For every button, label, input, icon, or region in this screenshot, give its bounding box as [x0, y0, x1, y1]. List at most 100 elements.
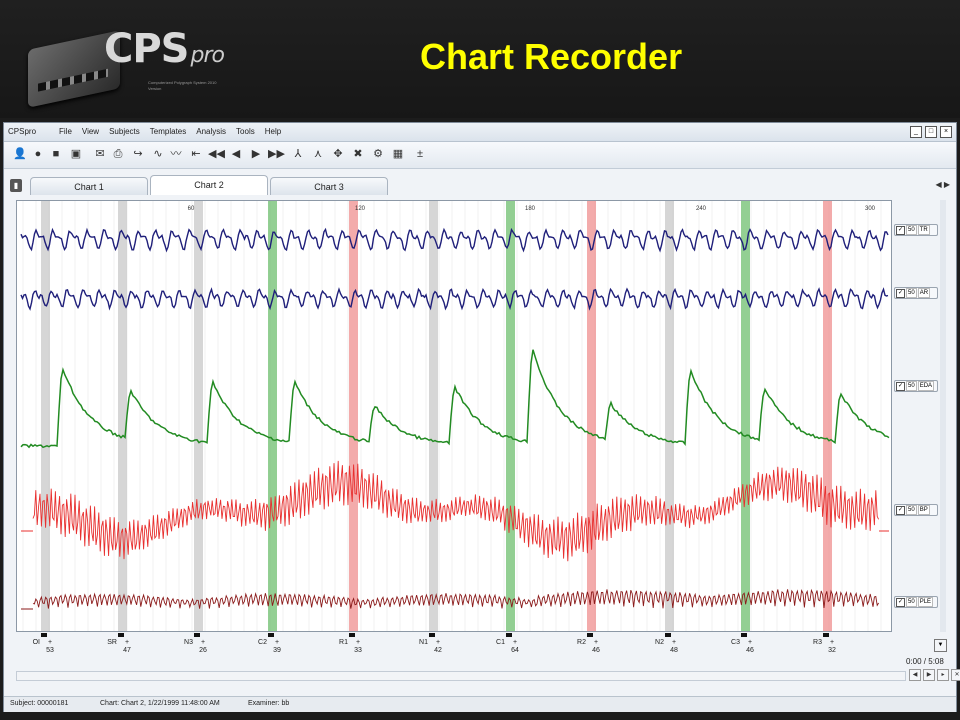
- user-icon[interactable]: ●: [34, 148, 42, 160]
- stop-button[interactable]: ✕: [951, 669, 960, 681]
- tab-scroll-arrows-icon[interactable]: ◀ ▶: [935, 180, 950, 189]
- question-score: 47: [123, 647, 131, 653]
- slide-header: CPSpro Computerized Polygraph System 201…: [0, 0, 960, 118]
- print-icon[interactable]: ⎙: [113, 148, 123, 160]
- step-forward-button[interactable]: ▸: [937, 669, 949, 681]
- settings-icon[interactable]: ⚙: [373, 148, 383, 160]
- cpspro-logo: CPSpro Computerized Polygraph System 201…: [28, 10, 225, 110]
- menu-tools[interactable]: Tools: [236, 127, 255, 136]
- question-band-c2: [268, 201, 277, 631]
- move-icon[interactable]: ✥: [333, 148, 343, 160]
- application-window: CPSpro File View Subjects Templates Anal…: [3, 122, 960, 712]
- menu-analysis[interactable]: Analysis: [196, 127, 227, 136]
- question-label: R1: [339, 639, 348, 646]
- channel-checkbox[interactable]: ✓: [896, 505, 905, 515]
- question-marker: [349, 633, 355, 637]
- book-icon[interactable]: ▮: [10, 179, 22, 192]
- fast-forward-icon[interactable]: ▶▶: [268, 148, 285, 160]
- channel-control-eda[interactable]: ✓ 50 EDA: [894, 380, 938, 392]
- question-marker: [587, 633, 593, 637]
- title-bar: CPSpro File View Subjects Templates Anal…: [4, 123, 956, 142]
- question-label: R3: [813, 639, 822, 646]
- tr-trace: [20, 227, 889, 253]
- time-tick-label: 180: [525, 206, 536, 212]
- question-label: N1: [419, 639, 428, 646]
- playback-controls: ◀ ▶ ▸ ✕: [909, 669, 960, 681]
- close-button[interactable]: ×: [940, 126, 952, 138]
- channel-gain[interactable]: 50: [906, 381, 917, 391]
- slide-title: Chart Recorder: [420, 36, 683, 77]
- channel-checkbox[interactable]: ✓: [896, 597, 905, 607]
- question-marker: [665, 633, 671, 637]
- tab-chart-2[interactable]: Chart 2: [150, 175, 268, 195]
- go-start-icon[interactable]: ⇤: [191, 148, 201, 160]
- question-score: 32: [828, 647, 836, 653]
- question-score: 48: [670, 647, 678, 653]
- question-score: 26: [199, 647, 207, 653]
- question-band-n2: [665, 201, 674, 631]
- sign-icon[interactable]: ±: [416, 148, 424, 160]
- status-bar: Subject: 00000181 Chart: Chart 2, 1/22/1…: [4, 696, 956, 712]
- id-card-icon[interactable]: ▣: [70, 148, 82, 160]
- step-back-button[interactable]: ◀: [909, 669, 921, 681]
- channel-control-ple[interactable]: ✓ 50 PLE: [894, 596, 938, 608]
- step-back-icon[interactable]: ◀: [231, 148, 241, 160]
- channel-label: AR: [917, 288, 931, 298]
- minimize-button[interactable]: _: [910, 126, 922, 138]
- tab-chart-1[interactable]: Chart 1: [30, 177, 148, 195]
- play-button[interactable]: ▶: [923, 669, 935, 681]
- question-score: 53: [46, 647, 54, 653]
- time-tick-label: 300: [865, 206, 876, 212]
- question-plus: +: [830, 639, 834, 646]
- channel-label: EDA: [917, 381, 935, 391]
- channel-label: BP: [917, 505, 930, 515]
- window-controls: _ □ ×: [910, 126, 952, 138]
- question-score: 39: [273, 647, 281, 653]
- time-readout: 0:00 / 5:08: [906, 657, 944, 666]
- channel-gain[interactable]: 50: [906, 597, 917, 607]
- question-plus: +: [513, 639, 517, 646]
- question-band-sr: [118, 201, 127, 631]
- channel-checkbox[interactable]: ✓: [896, 381, 905, 391]
- channel-control-bp[interactable]: ✓ 50 BP: [894, 504, 938, 516]
- table-icon[interactable]: ▦: [392, 148, 404, 160]
- channel-control-tr[interactable]: ✓ 50 TR: [894, 224, 938, 236]
- question-label: C1: [496, 639, 505, 646]
- menu-view[interactable]: View: [81, 127, 100, 136]
- crosshair-icon[interactable]: ✖: [353, 148, 363, 160]
- question-plus: +: [436, 639, 440, 646]
- chart-recorder-area[interactable]: 60 120 180 240 300: [16, 200, 892, 632]
- channel-checkbox[interactable]: ✓: [896, 288, 905, 298]
- mail-icon[interactable]: ✉: [95, 148, 105, 160]
- vertical-scrollbar[interactable]: [940, 200, 946, 632]
- export-icon[interactable]: ↪: [133, 148, 143, 160]
- channel-control-ar[interactable]: ✓ 50 AR: [894, 287, 938, 299]
- horizontal-scrollbar[interactable]: [16, 671, 906, 681]
- question-marker: [823, 633, 829, 637]
- channel-gain[interactable]: 50: [906, 288, 917, 298]
- menu-help[interactable]: Help: [264, 127, 282, 136]
- menu-file[interactable]: File: [59, 127, 72, 136]
- channel-gain[interactable]: 50: [906, 505, 917, 515]
- question-marker: [268, 633, 274, 637]
- event-dropdown-button[interactable]: ▼: [934, 639, 947, 652]
- rewind-icon[interactable]: ◀◀: [208, 148, 225, 160]
- score2-icon[interactable]: ⋏: [313, 148, 323, 160]
- question-marker: [41, 633, 47, 637]
- logo-subtext: Computerized Polygraph System 2010 Versi…: [148, 80, 217, 91]
- menu-templates[interactable]: Templates: [149, 127, 187, 136]
- menu-subjects[interactable]: Subjects: [109, 127, 140, 136]
- user-silhouette-icon[interactable]: ■: [52, 148, 60, 160]
- wave-icon[interactable]: ∿: [153, 148, 163, 160]
- channel-gain[interactable]: 50: [906, 225, 917, 235]
- app-name: CPSpro: [8, 127, 37, 136]
- sine-icon[interactable]: 〰: [170, 148, 182, 160]
- user-add-icon[interactable]: 👤: [13, 148, 27, 160]
- bp-trace: [32, 460, 880, 562]
- channel-checkbox[interactable]: ✓: [896, 225, 905, 235]
- score-icon[interactable]: ⅄: [294, 148, 302, 160]
- maximize-button[interactable]: □: [925, 126, 937, 138]
- play-icon[interactable]: ▶: [251, 148, 261, 160]
- question-band-n3: [194, 201, 203, 631]
- tab-chart-3[interactable]: Chart 3: [270, 177, 388, 195]
